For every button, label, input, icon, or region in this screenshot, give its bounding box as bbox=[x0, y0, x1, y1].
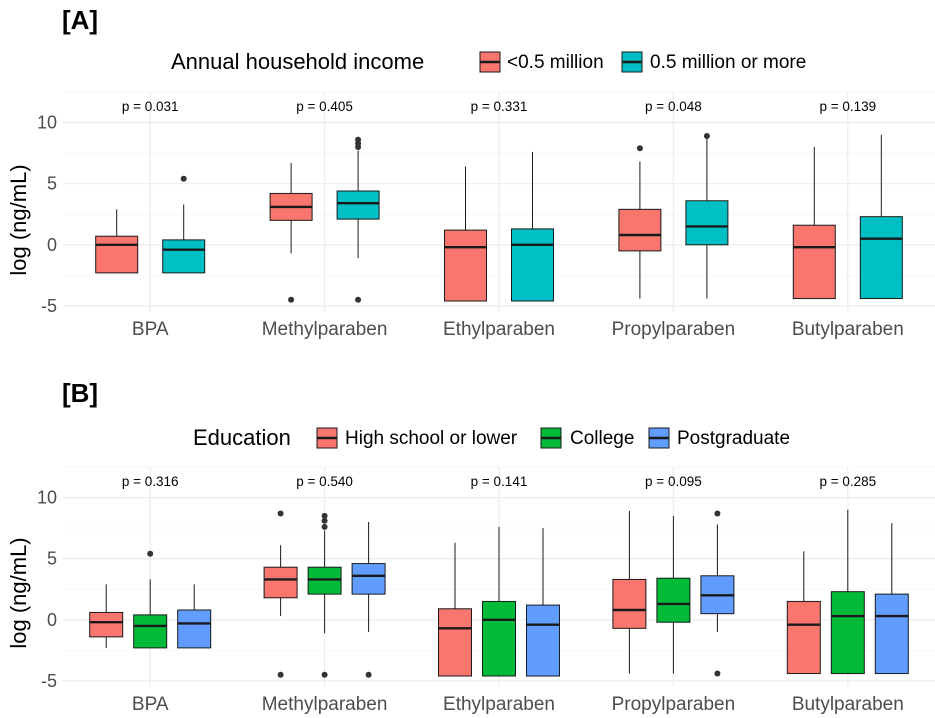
outlier-point bbox=[714, 510, 721, 517]
panel-a-legend-label-low-income: <0.5 million bbox=[507, 52, 604, 73]
outlier-point bbox=[321, 523, 328, 530]
panel-a-gridlines bbox=[63, 91, 935, 312]
outlier-point bbox=[355, 136, 362, 143]
panel-a-y-ticks: -5 0 5 10 bbox=[37, 113, 57, 316]
panel-a-x-tick: Methylparaben bbox=[262, 319, 388, 340]
outlier-point bbox=[180, 175, 187, 182]
panel-a-legend-label-high-income: 0.5 million or more bbox=[650, 52, 806, 73]
panel-a: [A] Annual household income <0.5 million… bbox=[6, 5, 935, 340]
panel-b-p-value: p = 0.316 bbox=[122, 474, 179, 489]
panel-b-p-value: p = 0.285 bbox=[819, 474, 876, 489]
panel-b-y-tick: 5 bbox=[47, 549, 57, 569]
box-body bbox=[786, 600, 821, 675]
panel-a-y-tick: 10 bbox=[37, 113, 57, 133]
outlier-point bbox=[277, 510, 284, 517]
box-body bbox=[438, 608, 472, 677]
panel-b-legend-title: Education bbox=[193, 425, 291, 450]
panel-b-x-tick: BPA bbox=[132, 694, 169, 715]
panel-a-p-value: p = 0.031 bbox=[122, 99, 179, 114]
panel-b-x-ticks: BPA Methylparaben Ethylparaben Propylpar… bbox=[132, 694, 904, 715]
panel-a-y-tick: 5 bbox=[47, 174, 57, 194]
box-body bbox=[482, 600, 516, 677]
panel-b-legend: Education High school or lower College P… bbox=[193, 425, 790, 450]
panel-b-legend-label-postgraduate: Postgraduate bbox=[677, 428, 790, 449]
panel-a-y-tick: -5 bbox=[41, 296, 57, 316]
box-body bbox=[307, 566, 342, 595]
box-body bbox=[612, 578, 647, 629]
outlier-point bbox=[321, 512, 328, 519]
panel-a-legend: Annual household income <0.5 million 0.5… bbox=[171, 49, 806, 74]
panel-a-p-value: p = 0.139 bbox=[819, 99, 876, 114]
panel-b: [B] Education High school or lower Colle… bbox=[6, 378, 935, 715]
panel-b-y-axis-title: log (ng/mL) bbox=[6, 537, 31, 648]
panel-a-x-ticks: BPA Methylparaben Ethylparaben Propylpar… bbox=[132, 319, 904, 340]
panel-b-legend-label-high-school: High school or lower bbox=[345, 428, 518, 449]
outlier-point bbox=[277, 671, 284, 678]
panel-b-y-tick: -5 bbox=[41, 671, 57, 691]
panel-b-p-value: p = 0.141 bbox=[471, 474, 528, 489]
outlier-point bbox=[636, 145, 643, 152]
box-body bbox=[162, 239, 206, 274]
outlier-point bbox=[321, 671, 328, 678]
box-body bbox=[89, 611, 124, 638]
panel-b-p-value: p = 0.095 bbox=[645, 474, 702, 489]
panel-b-y-tick: 0 bbox=[47, 610, 57, 630]
panel-a-x-tick: Propylparaben bbox=[612, 319, 736, 340]
outlier-point bbox=[147, 550, 154, 557]
panel-a-x-tick: BPA bbox=[132, 319, 169, 340]
panel-b-x-tick: Propylparaben bbox=[612, 694, 736, 715]
panel-b-x-tick: Methylparaben bbox=[262, 694, 388, 715]
panel-b-label: [B] bbox=[62, 378, 98, 408]
panel-b-boxes bbox=[89, 509, 909, 678]
box-body bbox=[95, 235, 139, 274]
box-body bbox=[177, 609, 212, 649]
panel-a-p-values: p = 0.031 p = 0.405 p = 0.331 p = 0.048 … bbox=[122, 99, 876, 114]
box-body bbox=[444, 229, 487, 302]
box-body bbox=[526, 604, 560, 677]
outlier-point bbox=[703, 133, 710, 139]
outlier-point bbox=[355, 296, 362, 303]
panel-a-y-axis-title: log (ng/mL) bbox=[6, 164, 31, 275]
box-body bbox=[656, 577, 691, 623]
box-body bbox=[874, 593, 909, 675]
box-body bbox=[685, 200, 729, 246]
panel-a-legend-title: Annual household income bbox=[171, 49, 424, 74]
panel-b-legend-label-college: College bbox=[570, 428, 634, 449]
box-body bbox=[511, 228, 554, 302]
panel-a-x-tick: Butylparaben bbox=[792, 319, 904, 340]
box-body bbox=[618, 208, 662, 252]
panel-a-y-tick: 0 bbox=[47, 235, 57, 255]
box-body bbox=[792, 224, 836, 300]
panel-b-y-tick: 10 bbox=[37, 488, 57, 508]
panel-b-p-values: p = 0.316 p = 0.540 p = 0.141 p = 0.095 … bbox=[122, 474, 876, 489]
box-body bbox=[133, 614, 168, 649]
panel-a-label: [A] bbox=[62, 5, 98, 35]
panel-a-x-tick: Ethylparaben bbox=[443, 319, 555, 340]
panel-b-p-value: p = 0.540 bbox=[296, 474, 353, 489]
panel-a-p-value: p = 0.405 bbox=[296, 99, 353, 114]
panel-b-x-tick: Ethylparaben bbox=[443, 694, 555, 715]
box-body bbox=[830, 591, 865, 675]
panel-b-x-tick: Butylparaben bbox=[792, 694, 904, 715]
outlier-point bbox=[288, 296, 295, 303]
box-body bbox=[263, 566, 298, 599]
panel-b-y-ticks: -5 0 5 10 bbox=[37, 488, 57, 691]
box-body bbox=[351, 563, 386, 595]
panel-a-p-value: p = 0.331 bbox=[471, 99, 528, 114]
box-body bbox=[859, 216, 903, 300]
outlier-point bbox=[714, 670, 721, 677]
box-body bbox=[336, 190, 380, 220]
outlier-point bbox=[321, 517, 328, 524]
panel-a-boxes bbox=[95, 133, 903, 303]
outlier-point bbox=[365, 671, 372, 678]
panel-a-p-value: p = 0.048 bbox=[645, 99, 702, 114]
